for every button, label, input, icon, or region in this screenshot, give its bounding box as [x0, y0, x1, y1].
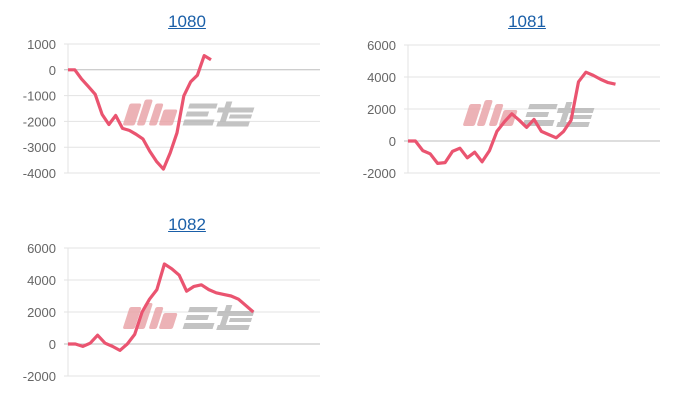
- series-line: [68, 53, 212, 171]
- y-tick-label: -2000: [363, 166, 396, 181]
- y-tick-label: 2000: [367, 102, 396, 117]
- y-tick-label: 6000: [27, 241, 56, 256]
- chart-1080: 1000 0 -1000 -2000 -3000 -4000: [23, 37, 320, 181]
- y-tick-label: 0: [389, 134, 396, 149]
- chart-title-1082[interactable]: 1082: [168, 215, 206, 234]
- y-tick-label: 0: [49, 337, 56, 352]
- y-tick-label: -1000: [23, 89, 56, 104]
- watermark-logo: [123, 99, 255, 127]
- chart-title-1080[interactable]: 1080: [168, 12, 206, 31]
- y-tick-label: 0: [49, 63, 56, 78]
- y-tick-label: -2000: [23, 369, 56, 384]
- y-tick-label: 4000: [27, 273, 56, 288]
- y-tick-label: -2000: [23, 114, 56, 129]
- y-tick-label: 1000: [27, 37, 56, 52]
- y-tick-label: -3000: [23, 140, 56, 155]
- chart-1081: 6000 4000 2000 0 -2000: [363, 38, 660, 181]
- y-tick-label: 2000: [27, 305, 56, 320]
- chart-1082: 6000 4000 2000 0 -2000: [23, 241, 320, 384]
- y-tick-label: 4000: [367, 70, 396, 85]
- y-tick-label: -4000: [23, 166, 56, 181]
- chart-title-1081[interactable]: 1081: [508, 12, 546, 31]
- series-line: [68, 262, 255, 352]
- watermark-logo: [123, 303, 255, 330]
- y-tick-label: 6000: [367, 38, 396, 53]
